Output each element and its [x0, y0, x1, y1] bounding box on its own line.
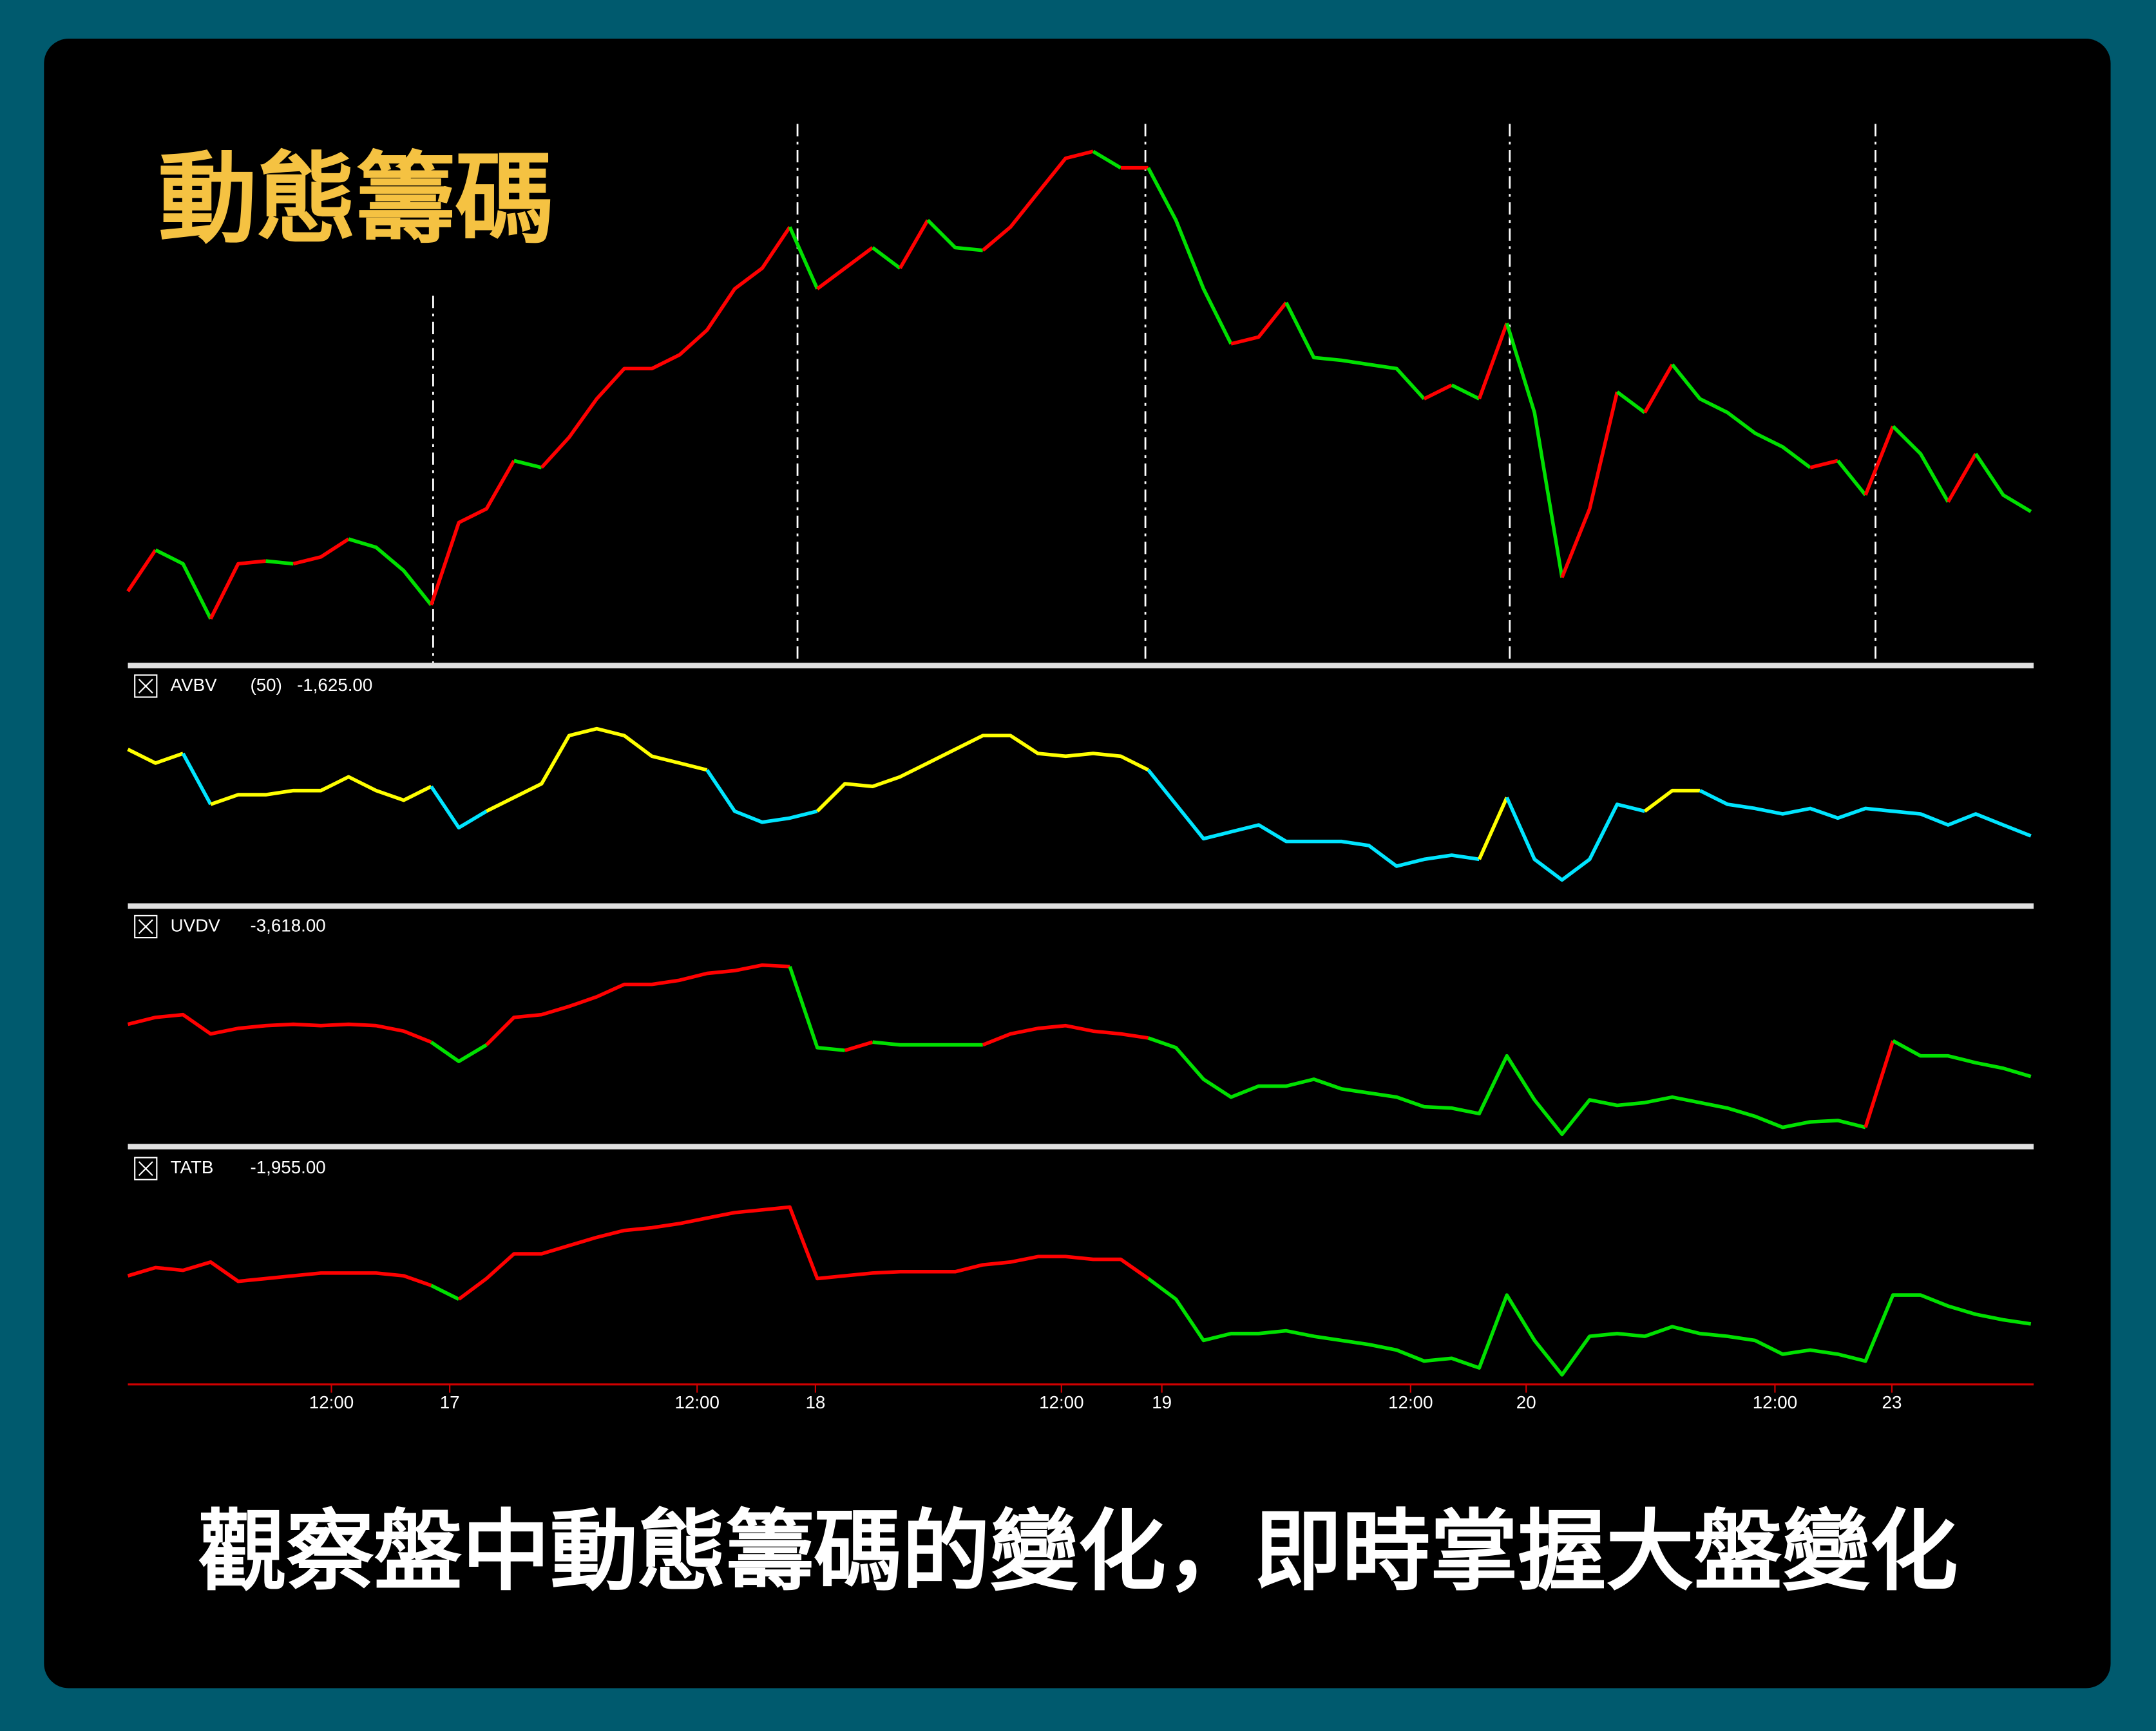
series-line	[181, 752, 213, 806]
series-line	[1451, 383, 1480, 401]
series-line	[1477, 322, 1509, 400]
x-tick-label: 23	[1882, 1392, 1902, 1412]
series-line	[926, 218, 984, 252]
x-tick-label: 17	[440, 1392, 460, 1412]
series-line	[127, 1012, 432, 1044]
series-line	[872, 1040, 983, 1047]
close-icons	[134, 674, 158, 1180]
series-line	[1505, 797, 1646, 882]
series-line	[1864, 425, 1895, 496]
series-line	[155, 548, 213, 620]
series-line	[1147, 1036, 1866, 1137]
close-icon[interactable]	[134, 674, 158, 698]
day-separators	[432, 124, 1876, 663]
indicator-name: AVBV	[171, 675, 217, 695]
series-line	[1809, 459, 1838, 469]
indicator-readout: -1,625.00	[297, 675, 372, 695]
close-icon-x	[138, 679, 153, 694]
series-line	[871, 246, 901, 270]
series-line	[788, 965, 845, 1052]
series-line	[1423, 383, 1453, 401]
title: 動態籌碼	[158, 142, 554, 257]
close-icon-x	[138, 919, 153, 934]
series-line	[209, 559, 266, 620]
indicator-name: UVDV	[171, 915, 221, 935]
series-line	[485, 726, 708, 813]
series-line	[1505, 323, 1564, 578]
series-line	[430, 785, 488, 830]
caption: 觀察盤中動態籌碼的變化，即時掌握大盤變化	[198, 1500, 1958, 1603]
indicator-param: (50)	[250, 675, 281, 695]
indicator-readout: -1,955.00	[250, 1157, 325, 1177]
series-line	[1147, 768, 1480, 868]
series-line	[844, 1040, 873, 1052]
series-line	[898, 219, 930, 269]
panel-dividers	[128, 663, 2034, 1386]
series-line	[1643, 788, 1700, 813]
x-tick-label: 12:00	[1039, 1392, 1083, 1412]
indicator-name: TATB	[171, 1157, 214, 1177]
series-line	[1946, 453, 1978, 503]
series-line	[457, 1205, 1150, 1301]
series-line	[1560, 392, 1619, 578]
series-line	[429, 459, 516, 606]
series-line	[127, 748, 184, 765]
x-tick-label: 12:00	[309, 1392, 354, 1412]
series-line	[1891, 425, 1950, 503]
x-tick-label: 18	[805, 1392, 825, 1412]
series-line	[1864, 1040, 1895, 1128]
series-line	[127, 1260, 432, 1287]
series-line	[816, 733, 1149, 813]
series-line	[485, 963, 790, 1046]
divider	[128, 903, 2034, 909]
x-tick-label: 12:00	[1388, 1392, 1433, 1412]
series-line	[1230, 301, 1288, 346]
series-line	[1643, 363, 1674, 414]
x-tick-label: 12:00	[1753, 1392, 1797, 1412]
series-line	[430, 1283, 460, 1301]
divider	[128, 663, 2034, 668]
close-icon[interactable]	[134, 1157, 158, 1180]
series-line	[981, 149, 1094, 252]
series-line	[1147, 167, 1233, 345]
series-line	[430, 1041, 488, 1063]
series-line	[1477, 797, 1509, 860]
indicator-readout: -3,618.00	[250, 915, 325, 935]
series-line	[265, 559, 294, 566]
series-line	[292, 537, 350, 566]
series-line	[513, 459, 542, 469]
series-line	[1836, 459, 1867, 497]
divider	[128, 1144, 2034, 1149]
close-icon-x	[138, 1161, 153, 1177]
series-line	[705, 769, 818, 824]
series-line	[1699, 789, 2032, 838]
x-tick-label: 20	[1516, 1392, 1536, 1412]
series-line	[1616, 390, 1646, 414]
series-line	[1670, 363, 1811, 469]
series-line	[540, 225, 792, 469]
series-line	[1147, 1277, 2032, 1377]
series-line	[126, 549, 157, 592]
x-tick-label: 12:00	[675, 1392, 720, 1412]
series-line	[1974, 453, 2032, 513]
series-line	[210, 775, 432, 806]
series-line	[982, 1023, 1149, 1047]
series-line	[348, 537, 433, 607]
series-line	[1092, 149, 1122, 170]
series-line	[816, 246, 874, 290]
series-line	[788, 226, 819, 290]
series-line	[1284, 301, 1426, 401]
close-icon[interactable]	[134, 914, 158, 939]
series-line	[1892, 1039, 2032, 1079]
x-tick-label: 19	[1152, 1392, 1172, 1412]
panel-bg	[44, 39, 2111, 1688]
